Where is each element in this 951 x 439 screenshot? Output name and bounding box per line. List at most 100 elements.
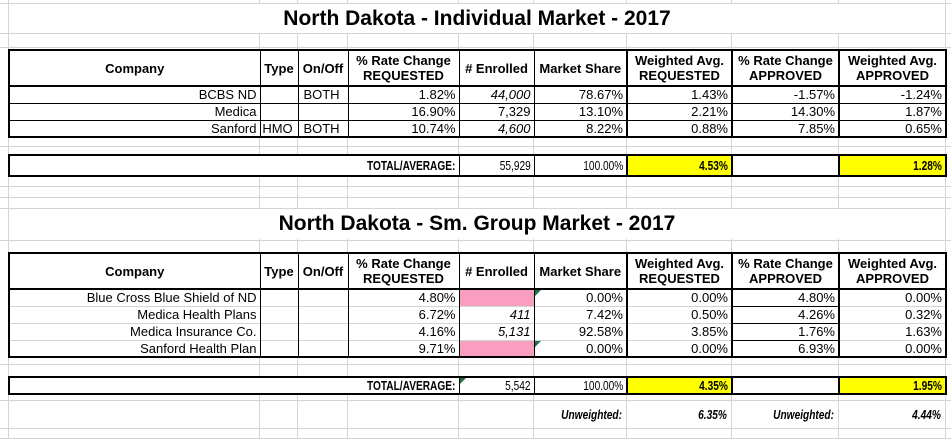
cell-rate_requested[interactable]: 1.82% bbox=[347, 85, 460, 104]
cell-enrolled[interactable]: 4,600 bbox=[458, 119, 535, 138]
cell-onoff[interactable] bbox=[297, 288, 349, 306]
cell-wavg_approved[interactable]: 0.65% bbox=[838, 119, 947, 138]
cell-rate_approved[interactable]: 4.80% bbox=[731, 288, 840, 306]
cell-total-enrolled[interactable]: 5,542 bbox=[458, 376, 535, 395]
cell-enrolled[interactable]: 44,000 bbox=[458, 85, 535, 104]
cell-enrolled[interactable] bbox=[458, 288, 535, 306]
cell-wavg_approved[interactable]: 0.00% bbox=[838, 288, 947, 306]
column-header-market_share[interactable]: Market Share bbox=[533, 49, 628, 87]
unweighted-requested-value[interactable]: 6.35% bbox=[626, 400, 731, 428]
cell-total-market-share[interactable]: 100.00% bbox=[533, 154, 628, 177]
column-header-rate_requested[interactable]: % Rate Change REQUESTED bbox=[347, 252, 460, 290]
column-header-company[interactable]: Company bbox=[8, 252, 261, 290]
column-header-rate_requested[interactable]: % Rate Change REQUESTED bbox=[347, 49, 460, 87]
cell-type[interactable] bbox=[259, 339, 299, 357]
cell-enrolled[interactable]: 411 bbox=[458, 305, 535, 323]
column-header-rate_approved[interactable]: % Rate Change APPROVED bbox=[731, 49, 840, 87]
cell-company[interactable]: Blue Cross Blue Shield of ND bbox=[8, 288, 261, 306]
cell-company[interactable]: Medica Health Plans bbox=[8, 305, 261, 323]
unweighted-approved-value[interactable]: 4.44% bbox=[838, 400, 945, 428]
cell-enrolled[interactable]: 5,131 bbox=[458, 322, 535, 340]
small-group-market-title[interactable]: North Dakota - Sm. Group Market - 2017 bbox=[9, 209, 945, 239]
cell-wavg_approved[interactable]: 0.00% bbox=[838, 339, 947, 357]
total-average-label[interactable]: TOTAL/AVERAGE: bbox=[8, 154, 460, 177]
cell-type[interactable] bbox=[259, 288, 299, 306]
cell-onoff[interactable] bbox=[297, 102, 349, 121]
cell-total-market-share[interactable]: 100.00% bbox=[533, 376, 628, 395]
cell-onoff[interactable] bbox=[297, 305, 349, 323]
cell-rate_approved[interactable]: -1.57% bbox=[731, 85, 840, 104]
cell-market_share[interactable]: 0.00% bbox=[533, 288, 628, 306]
total-average-label[interactable]: TOTAL/AVERAGE: bbox=[8, 376, 460, 395]
cell-rate_approved[interactable]: 1.76% bbox=[731, 322, 840, 340]
cell-rate_approved[interactable]: 7.85% bbox=[731, 119, 840, 138]
cell-wavg_requested[interactable]: 0.00% bbox=[626, 339, 733, 357]
cell-company[interactable]: Sanford Health Plan bbox=[8, 339, 261, 357]
column-header-wavg_approved[interactable]: Weighted Avg. APPROVED bbox=[838, 49, 947, 87]
cell-company[interactable]: BCBS ND bbox=[8, 85, 261, 104]
cell-rate_requested[interactable]: 4.80% bbox=[347, 288, 460, 306]
cell-wavg_approved[interactable]: 1.87% bbox=[838, 102, 947, 121]
cell-company[interactable]: Sanford bbox=[8, 119, 261, 138]
cell-onoff[interactable]: BOTH bbox=[297, 119, 349, 138]
cell-wavg_requested[interactable]: 2.21% bbox=[626, 102, 733, 121]
cell-type[interactable] bbox=[259, 102, 299, 121]
cell-wavg_requested[interactable]: 0.88% bbox=[626, 119, 733, 138]
cell-market_share[interactable]: 78.67% bbox=[533, 85, 628, 104]
cell-wavg_approved[interactable]: -1.24% bbox=[838, 85, 947, 104]
cell-onoff[interactable] bbox=[297, 339, 349, 357]
column-header-onoff[interactable]: On/Off bbox=[297, 252, 349, 290]
cell-rate_requested[interactable]: 16.90% bbox=[347, 102, 460, 121]
cell-total-wavg-requested[interactable]: 4.53% bbox=[626, 154, 733, 177]
cell-total-rate-approved[interactable] bbox=[731, 154, 840, 177]
individual-market-title[interactable]: North Dakota - Individual Market - 2017 bbox=[9, 4, 945, 33]
column-header-enrolled[interactable]: # Enrolled bbox=[458, 252, 535, 290]
column-header-onoff[interactable]: On/Off bbox=[297, 49, 349, 87]
column-header-enrolled[interactable]: # Enrolled bbox=[458, 49, 535, 87]
cell-market_share[interactable]: 8.22% bbox=[533, 119, 628, 138]
cell-type[interactable] bbox=[259, 305, 299, 323]
column-header-market_share[interactable]: Market Share bbox=[533, 252, 628, 290]
cell-rate_requested[interactable]: 10.74% bbox=[347, 119, 460, 138]
cell-wavg_approved[interactable]: 1.63% bbox=[838, 322, 947, 340]
column-header-wavg_requested[interactable]: Weighted Avg. REQUESTED bbox=[626, 49, 733, 87]
cell-onoff[interactable]: BOTH bbox=[297, 85, 349, 104]
cell-wavg_requested[interactable]: 0.00% bbox=[626, 288, 733, 306]
cell-type[interactable]: HMO bbox=[259, 119, 299, 138]
cell-wavg_requested[interactable]: 0.50% bbox=[626, 305, 733, 323]
column-header-wavg_approved[interactable]: Weighted Avg. APPROVED bbox=[838, 252, 947, 290]
cell-total-enrolled[interactable]: 55,929 bbox=[458, 154, 535, 177]
unweighted-label-requested[interactable]: Unweighted: bbox=[533, 400, 626, 428]
cell-market_share[interactable]: 7.42% bbox=[533, 305, 628, 323]
cell-enrolled[interactable]: 7,329 bbox=[458, 102, 535, 121]
column-header-wavg_requested[interactable]: Weighted Avg. REQUESTED bbox=[626, 252, 733, 290]
cell-wavg_requested[interactable]: 1.43% bbox=[626, 85, 733, 104]
cell-total-rate-approved[interactable] bbox=[731, 376, 840, 395]
cell-value: 4.16% bbox=[418, 324, 456, 339]
column-header-type[interactable]: Type bbox=[259, 49, 299, 87]
cell-rate_approved[interactable]: 14.30% bbox=[731, 102, 840, 121]
cell-rate_approved[interactable]: 4.26% bbox=[731, 305, 840, 323]
cell-type[interactable] bbox=[259, 322, 299, 340]
column-header-rate_approved[interactable]: % Rate Change APPROVED bbox=[731, 252, 840, 290]
cell-total-wavg-approved[interactable]: 1.28% bbox=[838, 154, 947, 177]
cell-rate_requested[interactable]: 6.72% bbox=[347, 305, 460, 323]
cell-company[interactable]: Medica Insurance Co. bbox=[8, 322, 261, 340]
unweighted-label-approved[interactable]: Unweighted: bbox=[731, 400, 838, 428]
cell-rate_requested[interactable]: 9.71% bbox=[347, 339, 460, 357]
cell-rate_requested[interactable]: 4.16% bbox=[347, 322, 460, 340]
cell-onoff[interactable] bbox=[297, 322, 349, 340]
cell-type[interactable] bbox=[259, 85, 299, 104]
cell-rate_approved[interactable]: 6.93% bbox=[731, 339, 840, 357]
cell-market_share[interactable]: 92.58% bbox=[533, 322, 628, 340]
cell-market_share[interactable]: 0.00% bbox=[533, 339, 628, 357]
cell-total-wavg-approved[interactable]: 1.95% bbox=[838, 376, 947, 395]
cell-enrolled[interactable] bbox=[458, 339, 535, 357]
cell-wavg_approved[interactable]: 0.32% bbox=[838, 305, 947, 323]
cell-company[interactable]: Medica bbox=[8, 102, 261, 121]
cell-wavg_requested[interactable]: 3.85% bbox=[626, 322, 733, 340]
cell-total-wavg-requested[interactable]: 4.35% bbox=[626, 376, 733, 395]
cell-market_share[interactable]: 13.10% bbox=[533, 102, 628, 121]
column-header-company[interactable]: Company bbox=[8, 49, 261, 87]
column-header-type[interactable]: Type bbox=[259, 252, 299, 290]
